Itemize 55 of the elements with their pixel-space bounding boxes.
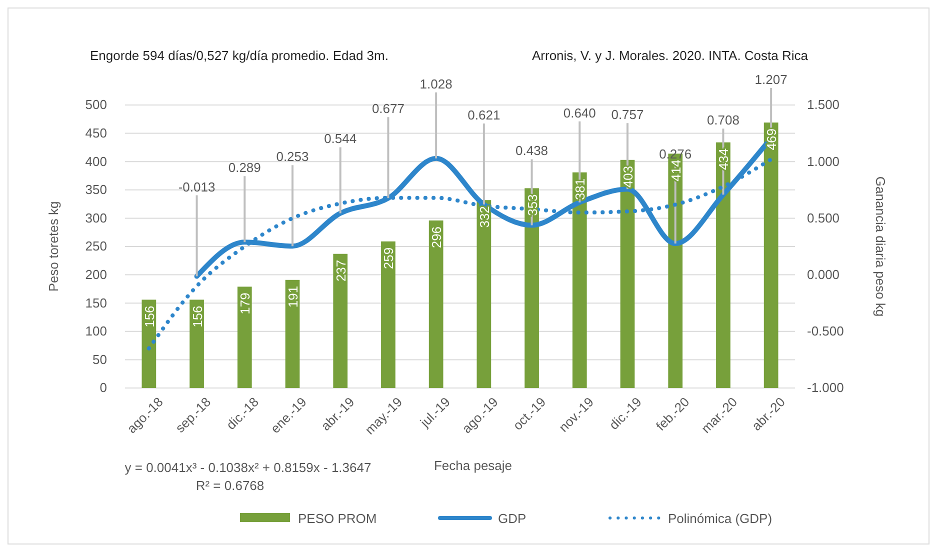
data-label: 353: [524, 194, 540, 216]
data-label: 0.708: [706, 112, 740, 128]
y-tick-label: 150: [85, 295, 107, 310]
y-tick-label: 50: [92, 352, 107, 367]
y-axis-title: Peso toretes kg: [46, 201, 61, 292]
data-label: 237: [333, 260, 348, 282]
bar: [428, 220, 444, 388]
data-label: 0.544: [324, 131, 357, 146]
y2-tick-label: -0.500: [807, 324, 844, 339]
legend-label: Polinómica (GDP): [668, 511, 772, 526]
y-tick-label: 0: [100, 380, 107, 396]
x-axis-title: Fecha pesaje: [434, 458, 512, 473]
y2-tick-label: 0.000: [807, 266, 840, 282]
data-label: 469: [764, 128, 780, 150]
data-label: 0.677: [372, 101, 404, 116]
legend-label: GDP: [498, 511, 526, 526]
text: Engorde 594 días/0,527 kg/día promedio. Edad 3m.: [90, 48, 388, 63]
data-label: 296: [429, 226, 444, 248]
y2-tick-label: 1.500: [807, 97, 840, 112]
y-tick-label: 300: [85, 210, 107, 226]
data-label: 0.621: [468, 108, 500, 123]
data-label: 381: [572, 178, 588, 200]
y2-tick-label: 1.000: [807, 154, 840, 169]
y-tick-label: 200: [85, 266, 107, 282]
data-label: 332: [476, 206, 492, 228]
y2-axis-title: Ganancia diaria peso kg: [873, 176, 888, 317]
data-label: 434: [716, 148, 732, 170]
data-label: 0.438: [516, 143, 548, 158]
data-label: 259: [381, 247, 396, 270]
data-label: 0.757: [611, 107, 644, 122]
text: y = 0.0041x³ - 0.1038x² + 0.8159x - 1.3647: [124, 460, 372, 475]
y2-tick-label: -1.000: [807, 380, 844, 396]
data-label: 0.289: [228, 160, 261, 176]
text: Arronis, V. y J. Morales. 2020. INTA. Costa Rica: [532, 48, 809, 63]
y-tick-label: 100: [85, 324, 107, 339]
y2-tick-label: 0.500: [807, 210, 840, 226]
data-label: 179: [238, 292, 253, 314]
legend-label: PESO PROM: [298, 511, 377, 526]
bar: [764, 122, 778, 388]
data-label: 191: [286, 286, 300, 308]
y-tick-label: 400: [85, 154, 107, 169]
y-tick-label: 500: [85, 97, 107, 112]
data-label: 156: [142, 306, 157, 328]
data-label: -0.013: [178, 179, 216, 194]
y-tick-label: 350: [85, 182, 107, 198]
data-label: 1.028: [420, 76, 452, 92]
data-label: 403: [620, 166, 636, 188]
y-tick-label: 450: [85, 125, 107, 140]
data-label: 0.253: [276, 149, 309, 164]
data-label: 156: [190, 306, 205, 328]
data-label: 1.207: [754, 72, 788, 87]
y-tick-label: 250: [85, 238, 107, 254]
data-label: 414: [668, 160, 684, 182]
text: R² = 0.6768: [196, 478, 264, 493]
data-label: 0.640: [563, 105, 596, 120]
